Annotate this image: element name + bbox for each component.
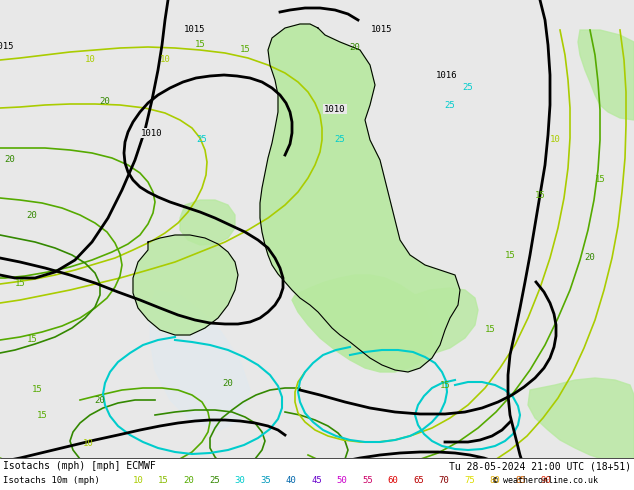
Text: 15: 15 xyxy=(240,46,250,54)
Polygon shape xyxy=(133,235,238,335)
Text: 80: 80 xyxy=(489,475,500,485)
Text: Isotachs (mph) [mph] ECMWF: Isotachs (mph) [mph] ECMWF xyxy=(3,461,156,471)
Text: 20: 20 xyxy=(349,44,360,52)
Text: 20: 20 xyxy=(100,98,110,106)
Text: 1010: 1010 xyxy=(141,128,163,138)
Text: 15: 15 xyxy=(439,381,450,390)
Text: 10: 10 xyxy=(82,439,93,447)
Text: 15: 15 xyxy=(27,336,37,344)
Polygon shape xyxy=(408,288,478,354)
Polygon shape xyxy=(292,275,432,372)
Text: 60: 60 xyxy=(387,475,398,485)
Text: 15: 15 xyxy=(484,325,495,335)
Polygon shape xyxy=(260,24,460,372)
Text: 10: 10 xyxy=(84,55,95,65)
Text: 20: 20 xyxy=(223,378,233,388)
Text: 15: 15 xyxy=(37,411,48,419)
Text: 20: 20 xyxy=(27,211,37,220)
Text: 20: 20 xyxy=(585,253,595,263)
Text: 15: 15 xyxy=(505,250,515,260)
Text: 15: 15 xyxy=(158,475,169,485)
Text: 15: 15 xyxy=(534,191,545,199)
Text: 30: 30 xyxy=(235,475,245,485)
Text: 1015: 1015 xyxy=(372,25,392,34)
Text: 1015: 1015 xyxy=(184,25,206,34)
Polygon shape xyxy=(528,378,634,462)
Text: 20: 20 xyxy=(94,395,105,405)
Polygon shape xyxy=(578,30,634,120)
Text: 1015: 1015 xyxy=(0,43,15,51)
Text: 85: 85 xyxy=(515,475,526,485)
Text: 75: 75 xyxy=(464,475,475,485)
Text: 10: 10 xyxy=(550,136,560,145)
Text: Isotachs 10m (mph): Isotachs 10m (mph) xyxy=(3,475,100,485)
Text: 15: 15 xyxy=(195,41,205,49)
Text: 25: 25 xyxy=(197,136,207,145)
Text: © weatheronline.co.uk: © weatheronline.co.uk xyxy=(493,475,598,485)
Text: 25: 25 xyxy=(463,83,474,93)
Polygon shape xyxy=(150,290,250,430)
Text: 40: 40 xyxy=(286,475,296,485)
Text: 10: 10 xyxy=(133,475,143,485)
Text: 25: 25 xyxy=(335,136,346,145)
Bar xyxy=(0,458,634,490)
Text: 1016: 1016 xyxy=(436,72,458,80)
Text: 20: 20 xyxy=(4,155,15,165)
Text: Tu 28-05-2024 21:00 UTC (18+51): Tu 28-05-2024 21:00 UTC (18+51) xyxy=(449,461,631,471)
Text: 1010: 1010 xyxy=(324,104,346,114)
Text: 35: 35 xyxy=(260,475,271,485)
Text: 70: 70 xyxy=(439,475,450,485)
Text: 25: 25 xyxy=(209,475,220,485)
Text: 65: 65 xyxy=(413,475,424,485)
Text: 45: 45 xyxy=(311,475,322,485)
Text: 15: 15 xyxy=(15,278,25,288)
Text: 25: 25 xyxy=(444,101,455,111)
Text: 15: 15 xyxy=(595,175,605,185)
Text: 15: 15 xyxy=(32,386,42,394)
Text: 20: 20 xyxy=(184,475,195,485)
Polygon shape xyxy=(180,200,235,245)
Text: 10: 10 xyxy=(160,55,171,65)
Text: 1005: 1005 xyxy=(309,464,331,472)
Text: 90: 90 xyxy=(541,475,552,485)
Text: 55: 55 xyxy=(362,475,373,485)
Text: 50: 50 xyxy=(337,475,347,485)
